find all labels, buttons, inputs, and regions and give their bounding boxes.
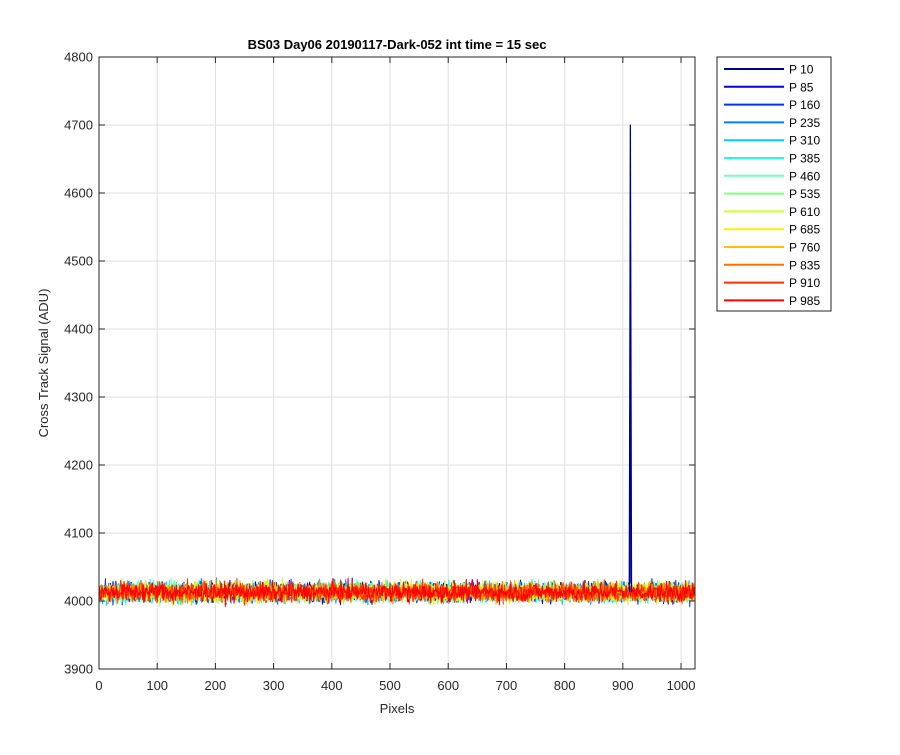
legend-label: P 760 [789,241,820,255]
plot-frame [98,56,696,670]
legend-entries: P 10 P 85 P 160 P 235 P 310 P 385 P 460 P 535 P … [724,63,820,308]
x-tick-label: 400 [321,678,343,693]
x-tick-label: 700 [496,678,518,693]
y-tick-label: 4000 [64,594,93,609]
x-axis: 0 100 200 300 400 500 600 700 800 900 1000 [95,57,695,693]
legend-label: P 835 [789,258,820,272]
x-tick-label: 100 [146,678,168,693]
legend-label: P 985 [789,294,820,308]
y-tick-label: 4300 [64,390,93,405]
legend-label: P 85 [789,80,814,94]
legend: P 10 P 85 P 160 P 235 P 310 P 385 P 460 P 535 P … [716,56,832,312]
plot-area [99,57,695,669]
spike-line [628,124,633,593]
y-tick-label: 3900 [64,662,93,677]
y-axis-label: Cross Track Signal (ADU) [36,289,51,438]
y-tick-label: 4100 [64,526,93,541]
x-tick-label: 600 [437,678,459,693]
legend-label: P 235 [789,116,820,130]
y-tick-label: 4200 [64,458,93,473]
x-tick-label: 800 [554,678,576,693]
y-tick-label: 4500 [64,254,93,269]
legend-label: P 910 [789,276,820,290]
legend-label: P 160 [789,98,820,112]
y-tick-label: 4800 [64,50,93,65]
legend-label: P 310 [789,134,820,148]
x-tick-label: 200 [205,678,227,693]
y-tick-label: 4400 [64,322,93,337]
legend-label: P 10 [789,63,814,77]
chart-title: BS03 Day06 20190117-Dark-052 int time = … [248,37,547,52]
x-tick-label: 500 [379,678,401,693]
y-tick-label: 4600 [64,186,93,201]
series-line [98,577,695,608]
legend-box [716,56,832,312]
legend-label: P 610 [789,205,820,219]
x-axis-label: Pixels [380,701,415,716]
y-tick-label: 4700 [64,118,93,133]
x-tick-label: 0 [95,678,102,693]
legend-label: P 685 [789,223,820,237]
x-tick-label: 900 [612,678,634,693]
legend-label: P 385 [789,152,820,166]
series-lines [98,124,695,608]
x-tick-label: 300 [263,678,285,693]
y-axis: 3900 4000 4100 4200 4300 4400 4500 4600 4700 4800 [64,50,695,677]
legend-label: P 460 [789,169,820,183]
x-tick-label: 1000 [667,678,696,693]
legend-label: P 535 [789,187,820,201]
